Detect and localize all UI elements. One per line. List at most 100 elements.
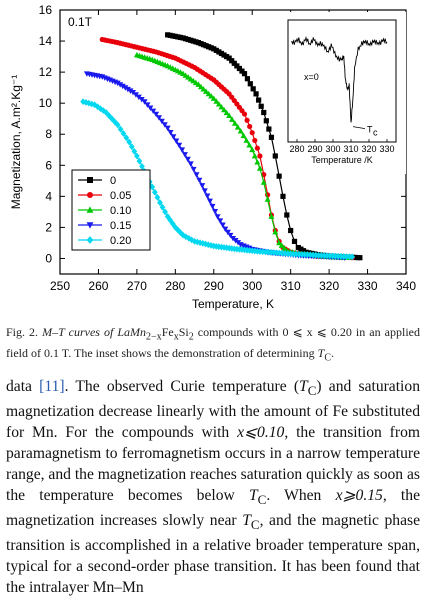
- body-paragraph: data [11]. The observed Curie temperatur…: [6, 376, 420, 598]
- x-tick-label: 270: [127, 279, 147, 293]
- legend-marker: [86, 206, 94, 213]
- data-point: [222, 226, 229, 233]
- y-tick-label: 6: [45, 158, 52, 172]
- data-point: [254, 159, 261, 165]
- data-point: [119, 83, 126, 90]
- data-point: [249, 146, 256, 153]
- data-point: [256, 165, 263, 171]
- legend-marker: [87, 177, 93, 183]
- body-tc-c-sub: C: [250, 517, 260, 533]
- data-point: [213, 98, 220, 104]
- y-tick-label: 8: [45, 127, 52, 141]
- data-point: [227, 232, 234, 239]
- data-point: [262, 248, 269, 256]
- data-point: [218, 103, 225, 110]
- data-point: [131, 147, 138, 155]
- data-point: [310, 251, 316, 259]
- tc-label: T: [367, 125, 373, 135]
- data-point: [194, 238, 201, 246]
- data-point: [199, 183, 206, 189]
- data-point: [170, 134, 177, 140]
- data-point: [244, 76, 251, 82]
- legend-label: 0.05: [110, 190, 131, 202]
- legend-marker: [86, 222, 94, 229]
- data-point: [264, 196, 271, 202]
- figure: 250 260 270 280 290 300 310 320 330 340 0 2 4 6 8 10 12 1…: [9, 3, 416, 311]
- data-point: [199, 240, 206, 247]
- caption-sub3: 2: [188, 331, 194, 343]
- inset-plot: 280 290 300 310 320 330 Temperature /K x=0 T c: [284, 12, 406, 174]
- y-tick-label: 10: [39, 96, 53, 110]
- x-axis-label: Temperature, K: [192, 297, 274, 311]
- data-point: [184, 156, 191, 163]
- data-point: [247, 123, 253, 130]
- series-0-20: [80, 98, 356, 261]
- citation-link[interactable]: [11]: [39, 378, 65, 395]
- body-tc-c: T: [242, 512, 251, 530]
- data-point: [321, 252, 328, 259]
- body-p1-f: , and the magnetic phase transition is a…: [6, 512, 420, 597]
- data-point: [260, 179, 267, 185]
- data-point: [243, 137, 250, 143]
- data-point: [307, 251, 314, 259]
- body-cond2: x⩾0.15: [335, 487, 383, 505]
- data-point: [176, 142, 183, 149]
- data-point: [187, 161, 194, 167]
- tc-pointer: [352, 126, 366, 130]
- data-point: [185, 234, 192, 242]
- data-point: [126, 138, 133, 146]
- x-tick-label: 310: [281, 279, 301, 293]
- legend: 0 0.05 0.10 0.15 0.20: [71, 169, 151, 251]
- data-point: [204, 193, 211, 199]
- data-point: [208, 93, 215, 99]
- data-point: [247, 81, 253, 87]
- data-point: [335, 252, 342, 260]
- data-point: [167, 129, 174, 136]
- data-point: [268, 213, 275, 219]
- data-point: [130, 89, 137, 96]
- data-point: [346, 253, 353, 261]
- data-point: [164, 125, 171, 132]
- data-point: [193, 172, 200, 178]
- data-point: [188, 236, 195, 244]
- data-point: [196, 177, 203, 184]
- caption-end: .: [330, 346, 334, 361]
- inset-frame: [287, 19, 397, 143]
- data-point: [271, 249, 277, 256]
- data-point: [241, 71, 248, 77]
- data-point: [159, 203, 166, 211]
- caption-sub1: 2−x: [146, 331, 162, 343]
- y-tick-label: 2: [45, 220, 52, 234]
- body-p1-c: , the transition from paramagnetism to f…: [6, 424, 420, 505]
- mt-curves-chart: 250 260 270 280 290 300 310 320 330 3400246810121…: [9, 3, 416, 311]
- inset-x-axis-label: Temperature /K: [311, 155, 373, 165]
- data-point: [241, 111, 248, 117]
- data-point: [197, 239, 203, 247]
- data-point: [221, 106, 228, 113]
- data-point: [258, 103, 264, 109]
- data-point: [183, 233, 189, 241]
- data-point: [261, 109, 267, 116]
- y-tick-label: 0: [45, 251, 52, 265]
- inset-x-tick-label: 300: [325, 144, 340, 154]
- data-point: [268, 134, 275, 140]
- data-point: [318, 251, 325, 259]
- inset-x-tick-label: 320: [361, 144, 376, 154]
- data-point: [288, 227, 294, 234]
- data-point: [219, 222, 226, 228]
- legend-label: 0.20: [110, 235, 131, 247]
- data-point: [202, 240, 209, 248]
- data-point: [349, 253, 356, 261]
- data-point: [138, 96, 145, 103]
- data-point: [153, 111, 160, 118]
- data-point: [252, 137, 258, 144]
- body-tc-b: T: [248, 487, 258, 505]
- data-point: [340, 253, 347, 260]
- caption-sub2: x: [173, 331, 179, 343]
- data-point: [214, 214, 221, 220]
- data-point: [285, 250, 291, 257]
- data-point: [209, 203, 216, 210]
- data-point: [282, 250, 288, 257]
- body-p1-e: , the magnetization increases slowly nea…: [6, 487, 420, 530]
- data-point: [135, 94, 142, 101]
